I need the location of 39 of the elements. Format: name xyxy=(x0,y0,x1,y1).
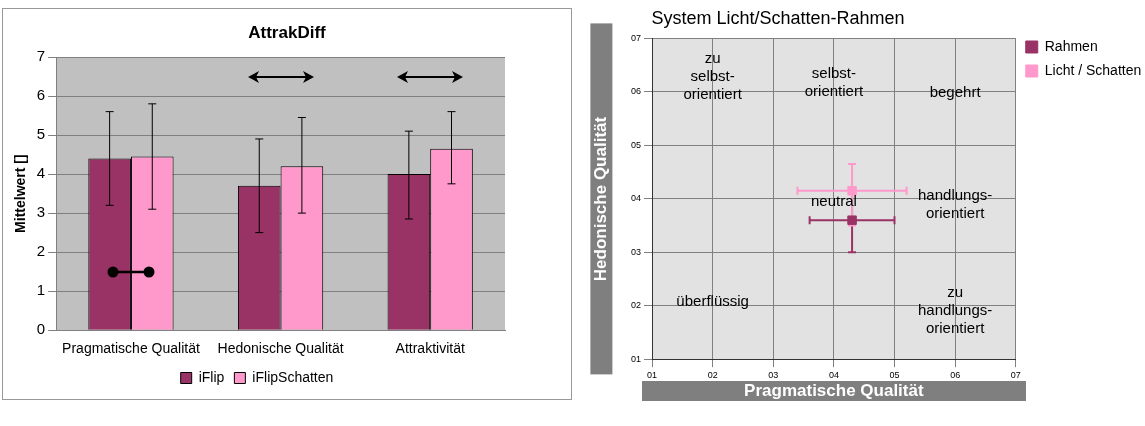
legend-label: iFlipSchatten xyxy=(252,368,334,385)
y-tick-label: 3 xyxy=(36,203,46,221)
annotation: handlungs- orientiert xyxy=(918,186,993,222)
x-tick-label: Pragmatische Qualität xyxy=(62,340,200,357)
y-tick-label: 5 xyxy=(36,125,46,143)
y-tick-label: 01 xyxy=(631,353,642,364)
x-tick-label: Attraktivität xyxy=(395,340,465,357)
annotation: überflüssig xyxy=(676,291,749,309)
annotation: zu handlungs- orientiert xyxy=(918,283,993,337)
y-tick-label: 0 xyxy=(36,320,46,338)
annotation: zu selbst- orientiert xyxy=(683,49,743,103)
y-tick-label: 07 xyxy=(631,32,642,43)
chart-title: AttrakDiff xyxy=(247,23,327,43)
legend-label: Licht / Schatten xyxy=(1044,61,1142,78)
y-tick-label: 06 xyxy=(631,86,642,97)
chart-title: System Licht/Schatten-Rahmen xyxy=(650,8,906,29)
x-tick-label: 03 xyxy=(768,370,779,381)
y-tick-label: 2 xyxy=(36,242,46,260)
legend-label: Rahmen xyxy=(1044,37,1098,54)
annotation: begehrt xyxy=(929,83,982,101)
x-tick-label: 04 xyxy=(828,370,839,381)
y-axis-title: Mittelwert [] xyxy=(12,154,29,233)
annotation: neutral xyxy=(810,192,857,210)
x-tick-label: 05 xyxy=(889,370,900,381)
x-tick-label: 01 xyxy=(647,370,658,381)
y-tick-label: 03 xyxy=(631,246,642,257)
x-tick-label: Hedonische Qualität xyxy=(217,340,344,357)
legend-label: iFlip xyxy=(198,368,225,385)
y-tick-label: 05 xyxy=(631,139,642,150)
y-tick-label: 4 xyxy=(36,164,46,182)
annotation: selbst- orientiert xyxy=(804,64,864,100)
y-tick-label: 7 xyxy=(36,47,46,65)
y-tick-label: 6 xyxy=(36,86,46,104)
x-tick-label: 02 xyxy=(707,370,718,381)
x-tick-label: 07 xyxy=(1010,370,1021,381)
x-tick-label: 06 xyxy=(950,370,961,381)
y-tick-label: 1 xyxy=(36,281,46,299)
y-tick-label: 04 xyxy=(631,193,642,204)
y-tick-label: 02 xyxy=(631,300,642,311)
